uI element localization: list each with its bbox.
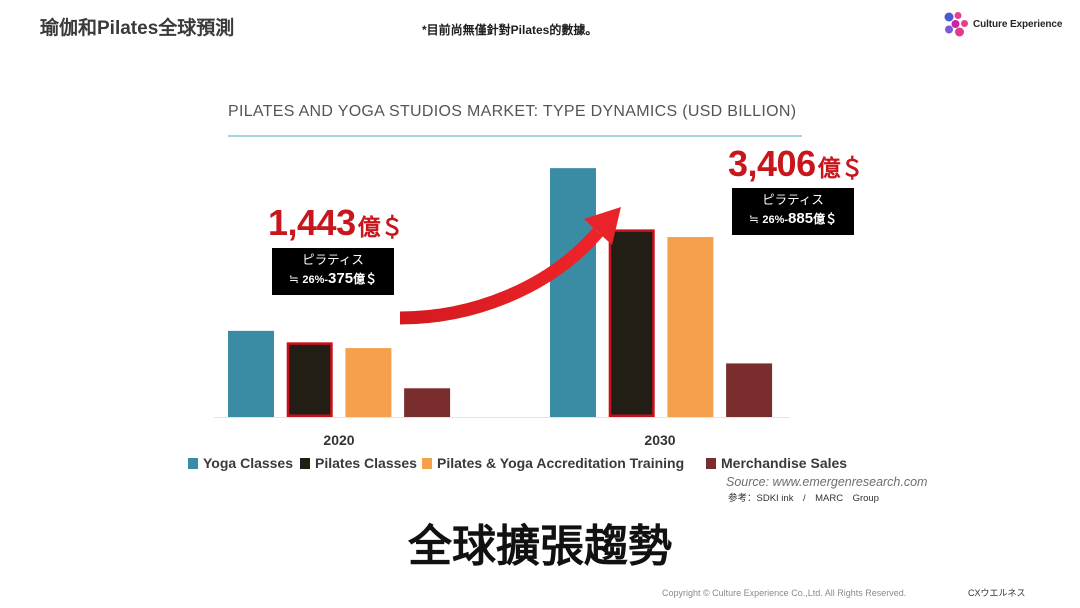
x-tick-label: 2020 xyxy=(323,432,355,448)
legend-item-pilates-classes: Pilates Classes xyxy=(300,454,417,472)
bar-yoga-classes-2020 xyxy=(228,330,274,417)
pilates-amount-unit: 億＄ xyxy=(353,272,378,286)
logo-text: Culture Experience xyxy=(973,18,1063,30)
legend-label: Pilates & Yoga Accreditation Training xyxy=(437,455,685,471)
bar-yoga-classes-2030 xyxy=(550,168,596,417)
copyright-notice: Copyright © Culture Experience Co.,Ltd. … xyxy=(662,588,907,598)
pilates-amount: 885 xyxy=(788,210,814,227)
callout-2020-total: 1,443億＄ xyxy=(268,203,404,251)
share-percent: 26%- xyxy=(762,214,789,226)
legend-swatch xyxy=(706,457,716,469)
legend-label: Yoga Classes xyxy=(203,455,294,471)
callout-total-value: 3,406 xyxy=(728,143,816,184)
callout-2030-pilates-box: ピラティス ≒ 26%-885億＄ xyxy=(732,188,854,235)
legend-item-merchandise-sales: Merchandise Sales xyxy=(706,454,847,472)
growth-arrow-icon xyxy=(399,207,621,325)
share-percent: 26%- xyxy=(302,274,329,286)
callout-pilates-share: ≒ 26%-375億＄ xyxy=(272,268,394,291)
callout-total-value: 1,443 xyxy=(268,202,356,243)
legend-swatch xyxy=(188,457,198,469)
bar-pilates-yoga-accreditation-training-2020 xyxy=(345,348,392,417)
bar-merchandise-sales-2020 xyxy=(404,388,451,417)
callout-2030-total: 3,406億＄ xyxy=(728,144,864,192)
bar-pilates-yoga-accreditation-training-2030 xyxy=(667,237,714,417)
callout-label: ピラティス xyxy=(762,193,824,207)
callout-2020-pilates-box: ピラティス ≒ 26%-375億＄ xyxy=(272,248,394,295)
bars-group xyxy=(228,168,773,418)
callout-pilates-share: ≒ 26%-885億＄ xyxy=(732,208,854,231)
x-tick-label: 2030 xyxy=(644,432,676,448)
slide-headline: 全球擴張趨勢 xyxy=(408,522,672,571)
legend-swatch xyxy=(300,457,310,469)
slide-title: 瑜伽和Pilates全球預測 xyxy=(40,18,235,39)
reference-note: 参考：SDKI ink / MARC Group xyxy=(728,493,879,504)
pilates-amount: 375 xyxy=(328,270,354,287)
brand-logo: Culture Experience xyxy=(943,10,1062,38)
bar-pilates-classes-2030 xyxy=(608,229,655,417)
legend-item-accreditation-training: Pilates & Yoga Accreditation Training xyxy=(422,454,684,472)
approx-symbol: ≒ xyxy=(288,272,299,286)
bar-pilates-classes-2020 xyxy=(286,342,333,418)
callout-total-unit: 億＄ xyxy=(817,155,864,181)
legend-label: Merchandise Sales xyxy=(721,455,848,471)
culture-experience-logo-icon xyxy=(944,12,968,37)
growth-arrow-head xyxy=(584,207,621,245)
growth-arrow-body xyxy=(399,227,603,325)
approx-symbol: ≒ xyxy=(748,212,759,226)
footer-brand: CXウエルネス xyxy=(968,588,1026,598)
legend-label: Pilates Classes xyxy=(315,455,417,471)
callout-total-unit: 億＄ xyxy=(357,214,404,240)
legend-swatch xyxy=(422,457,432,469)
pilates-amount-unit: 億＄ xyxy=(813,212,838,226)
chart-source: Source: www.emergenresearch.com xyxy=(726,475,928,489)
callout-label: ピラティス xyxy=(302,253,364,267)
legend-item-yoga-classes: Yoga Classes xyxy=(188,454,293,472)
chart-title: PILATES AND YOGA STUDIOS MARKET: TYPE DY… xyxy=(228,103,797,120)
data-note: *目前尚無僅針對Pilates的數據。 xyxy=(422,23,598,37)
bar-merchandise-sales-2030 xyxy=(726,363,773,417)
